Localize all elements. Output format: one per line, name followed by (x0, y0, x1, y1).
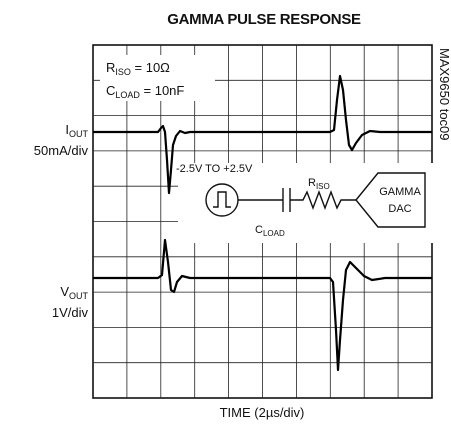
figure-id: MAX9650 toc09 (437, 48, 451, 141)
vout-trace (93, 238, 432, 372)
vout-scale: 1V/div (52, 305, 89, 320)
x-axis-label: TIME (2µs/div) (220, 405, 305, 420)
vout-label: VOUT (60, 284, 88, 301)
dac-block (355, 172, 426, 228)
inset-bg (178, 163, 433, 243)
riso-label: RISO (308, 177, 330, 191)
pulse-icon (213, 191, 231, 208)
dac-label-1: GAMMA (379, 186, 421, 198)
iout-scale: 50mA/div (34, 143, 89, 158)
wiring (238, 188, 356, 212)
cload-label: CLOAD (255, 224, 285, 238)
iout-label: IOUT (65, 122, 88, 139)
cload-value: CLOAD = 10nF (106, 83, 184, 100)
dac-label-2: DAC (388, 203, 411, 215)
title: GAMMA PULSE RESPONSE (167, 11, 361, 28)
iout-trace (93, 74, 432, 195)
riso-value: RISO = 10Ω (106, 60, 170, 77)
anno-bg (100, 55, 215, 101)
source-range: -2.5V TO +2.5V (176, 163, 253, 175)
